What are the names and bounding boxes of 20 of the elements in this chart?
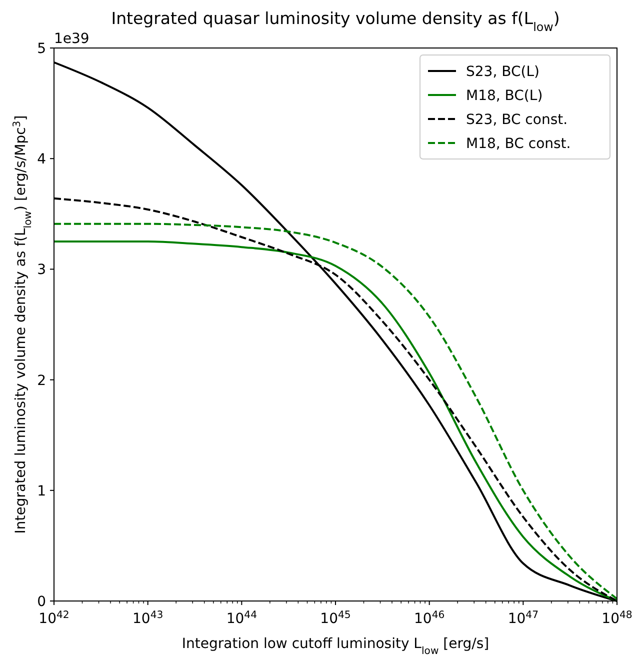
text: 1e39	[54, 31, 90, 47]
legend-label: M18, BC(L)	[466, 88, 543, 104]
x-tick-label: 10$^{43}$	[132, 610, 164, 627]
y-tick-label: 5	[37, 41, 46, 57]
x-tick-label: 10$^{48}$	[602, 610, 632, 627]
y-tick-label: 3	[37, 262, 46, 278]
legend-label: M18, BC const.	[466, 136, 571, 152]
y-tick-label: 2	[37, 372, 46, 389]
x-tick-label: 10$^{42}$	[38, 610, 70, 627]
y-tick-label: 0	[37, 594, 46, 610]
y-tick-label: 1	[37, 483, 46, 500]
x-tick-label: 10$^{45}$	[320, 610, 351, 627]
legend-label: S23, BC(L)	[466, 64, 540, 80]
legend-label: S23, BC const.	[466, 112, 568, 128]
x-tick-label: 10$^{47}$	[508, 610, 538, 627]
chart-title: Integrated quasar luminosity volume density as f(L$_{low}$)	[111, 9, 560, 34]
x-tick-label: 10$^{44}$	[226, 610, 257, 627]
x-axis-title: Integration low cutoff luminosity L$_{low}$ [erg/s]	[182, 636, 490, 656]
x-tick-label: 10$^{46}$	[414, 610, 445, 627]
y-tick-label: 4	[37, 152, 46, 168]
